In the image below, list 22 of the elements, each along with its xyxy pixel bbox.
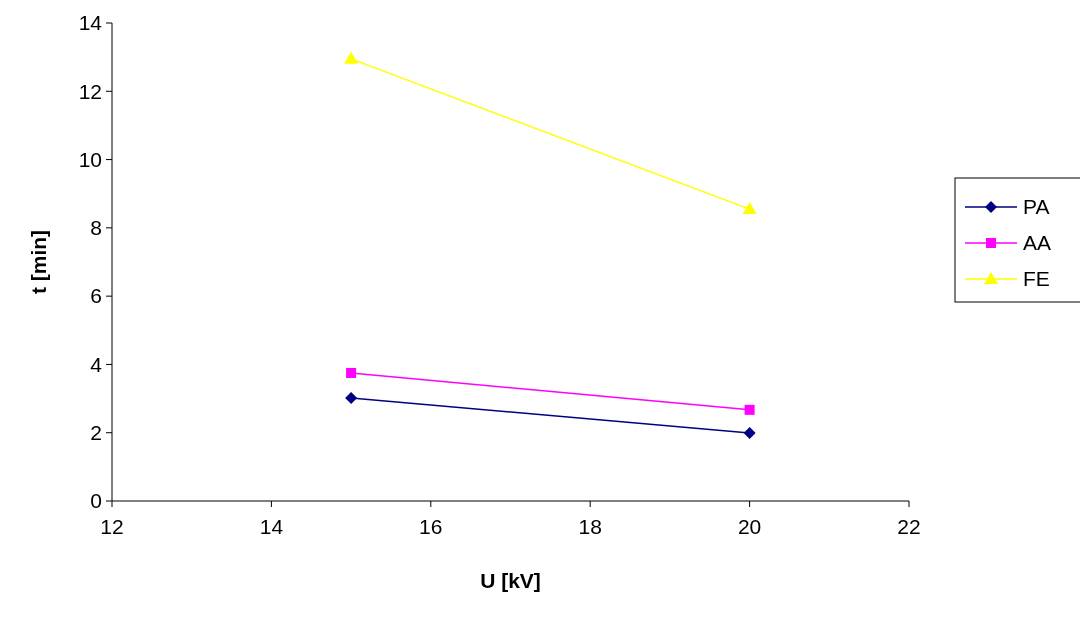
x-tick-label: 18 xyxy=(578,515,602,538)
x-tick-label: 20 xyxy=(737,515,762,538)
x-tick-label: 14 xyxy=(259,515,284,538)
y-tick-label: 14 xyxy=(78,11,103,35)
y-tick-label: 6 xyxy=(90,284,102,308)
point xyxy=(744,404,755,415)
y-tick-label: 0 xyxy=(90,489,102,513)
y-tick-label: 12 xyxy=(78,79,102,103)
y-tick-label: 2 xyxy=(90,421,102,445)
y-tick-label: 4 xyxy=(90,352,103,376)
legend-label: AA xyxy=(1023,231,1052,255)
point xyxy=(743,427,756,440)
y-axis-title: t [min] xyxy=(27,229,50,295)
point xyxy=(345,391,358,404)
point xyxy=(346,367,357,378)
x-axis-title: U [kV] xyxy=(480,569,541,592)
y-tick-label: 10 xyxy=(78,147,102,171)
legend-label: FE xyxy=(1023,267,1050,291)
x-tick-label: 22 xyxy=(897,515,921,538)
y-tick-label: 8 xyxy=(90,216,102,240)
x-tick-label: 16 xyxy=(419,515,443,538)
legend-label: PA xyxy=(1023,195,1050,219)
